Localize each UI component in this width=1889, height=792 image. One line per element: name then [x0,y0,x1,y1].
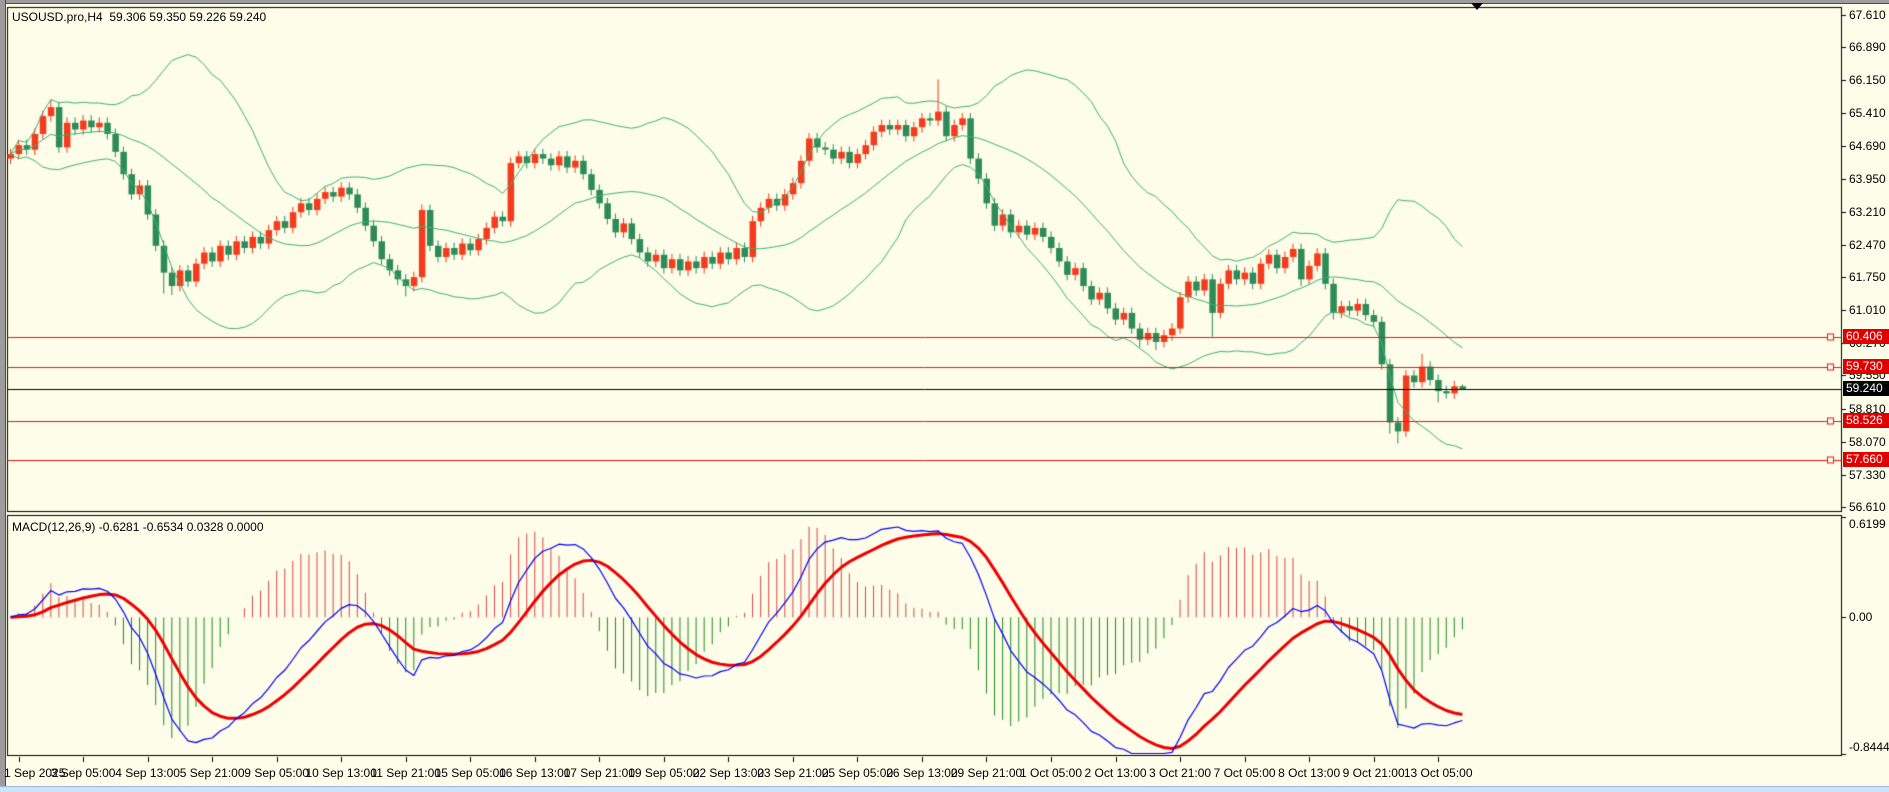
window-left-edge [0,0,6,792]
window-top-edge [0,0,1889,4]
price-tick-label: 58.810 [1849,401,1886,416]
time-tick-label: 29 Sep 21:00 [950,766,1023,780]
price-tick-label: 56.610 [1849,499,1886,514]
time-tick-label: 16 Sep 13:00 [499,766,571,780]
time-tick-label: 17 Sep 21:00 [563,766,636,780]
hline-price-badge[interactable]: 57.660 [1843,452,1889,468]
time-tick-label: 2 Oct 13:00 [1084,766,1147,780]
price-tick-label: 66.150 [1849,73,1886,88]
price-tick-label: 65.410 [1849,106,1886,121]
price-tick-label: 61.010 [1849,303,1886,318]
time-tick-label: 1 Sep 2025 [4,766,66,780]
time-tick-label: 26 Sep 13:00 [886,766,958,780]
time-tick-label: 8 Oct 13:00 [1278,766,1341,780]
price-tick-label: 63.210 [1849,204,1886,219]
macd-axis-min-label: -0.8444 [1849,740,1889,754]
time-tick-label: 5 Sep 21:00 [179,766,245,780]
macd-indicator-label: MACD(12,26,9) -0.6281 -0.6534 0.0328 0.0… [12,520,264,534]
time-tick-label: 4 Sep 13:00 [115,766,180,780]
price-tick-label: 64.690 [1849,138,1886,153]
hline-price-badge[interactable]: 60.406 [1843,329,1889,345]
time-tick-label: 1 Oct 05:00 [1019,766,1083,780]
window-bottom-strip [0,786,1889,792]
current-price-badge: 59.240 [1843,381,1889,396]
macd-axis-max-label: 0.6199 [1849,517,1886,531]
macd-axis-zero-label: 0.00 [1849,610,1873,624]
time-tick-label: 9 Sep 05:00 [244,766,310,780]
price-tick-label: 61.750 [1849,270,1886,285]
time-tick-label: 11 Sep 21:00 [370,766,441,780]
price-tick-label: 58.070 [1849,434,1886,449]
time-tick-label: 3 Oct 21:00 [1149,766,1212,780]
chart-shift-marker-icon [1471,3,1483,10]
time-tick-label: 25 Sep 05:00 [821,766,894,780]
price-tick-label: 63.950 [1849,171,1886,186]
time-tick-label: 19 Sep 05:00 [628,766,700,780]
price-tick-label: 66.890 [1849,40,1886,55]
time-tick-label: 22 Sep 13:00 [692,766,765,780]
chart-title: USOUSD.pro,H4 59.306 59.350 59.226 59.24… [12,10,267,24]
time-tick-label: 7 Oct 05:00 [1213,766,1276,780]
time-tick-label: 9 Oct 21:00 [1342,766,1405,780]
hline-price-badge[interactable]: 59.730 [1843,359,1889,375]
time-tick-label: 3 Sep 05:00 [50,766,116,780]
time-tick-label: 15 Sep 05:00 [434,766,506,780]
price-tick-label: 67.610 [1849,8,1886,22]
time-tick-label: 10 Sep 13:00 [305,766,377,780]
hline-price-badge[interactable]: 58.526 [1843,413,1889,429]
price-tick-label: 62.470 [1849,237,1886,252]
price-tick-label: 57.330 [1849,467,1886,482]
time-tick-label: 13 Oct 05:00 [1403,766,1473,780]
time-tick-label: 23 Sep 21:00 [757,766,829,780]
